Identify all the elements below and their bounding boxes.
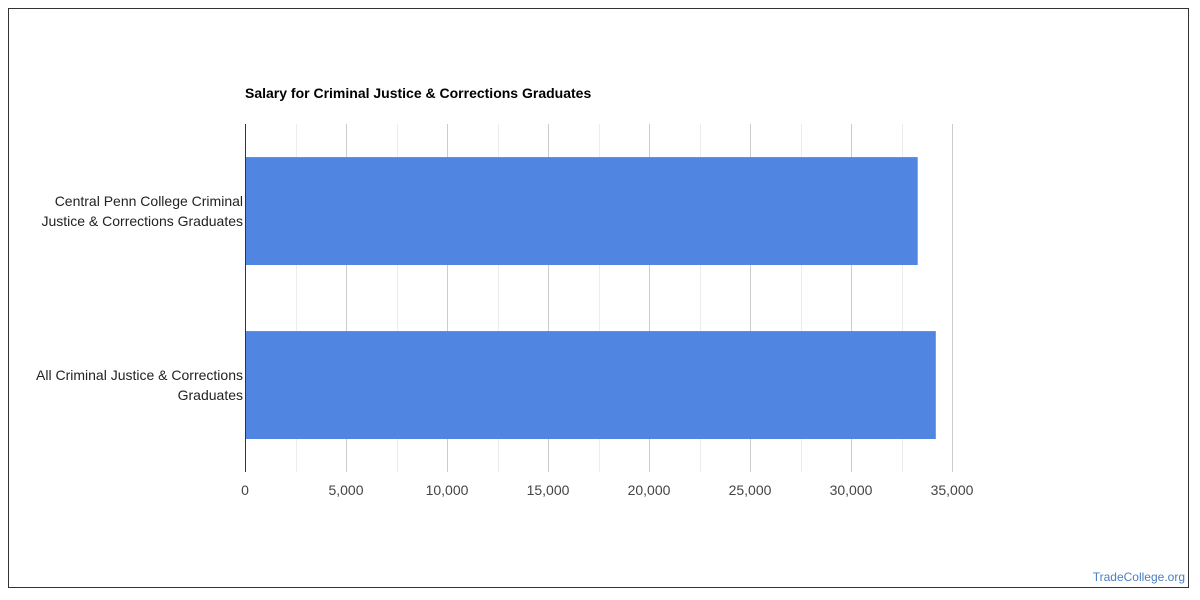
x-tick-label: 35,000 [931, 482, 974, 498]
x-tick-label: 30,000 [830, 482, 873, 498]
category-label: Graduates [178, 387, 243, 403]
category-label: Central Penn College Criminal [55, 193, 243, 209]
x-tick-label: 10,000 [426, 482, 469, 498]
x-tick-label: 5,000 [328, 482, 363, 498]
chart-title: Salary for Criminal Justice & Correction… [245, 85, 592, 101]
bar-1 [245, 157, 918, 265]
x-tick-label: 0 [241, 482, 249, 498]
category-label: Justice & Corrections Graduates [41, 213, 243, 229]
bar-2 [245, 331, 936, 439]
category-label: All Criminal Justice & Corrections [36, 367, 243, 383]
x-tick-label: 25,000 [729, 482, 772, 498]
x-tick-label: 20,000 [628, 482, 671, 498]
watermark-link[interactable]: TradeCollege.org [1092, 570, 1185, 584]
x-tick-label: 15,000 [527, 482, 570, 498]
chart-frame [8, 8, 1189, 588]
